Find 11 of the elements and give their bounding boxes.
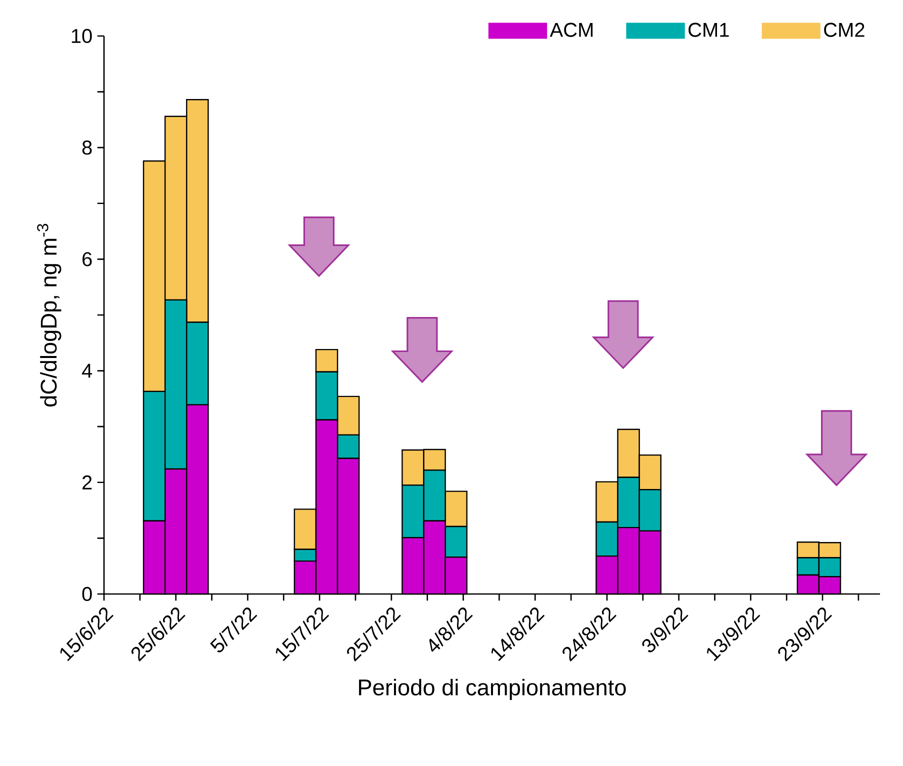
y-tick-label: 6 <box>82 252 92 266</box>
legend-label: ACM <box>550 22 593 37</box>
x-axis-title: Periodo di campionamento <box>359 678 626 700</box>
y-tick-label: 4 <box>82 364 92 378</box>
y-tick-label: 2 <box>82 475 92 490</box>
legend-label: CM1 <box>688 22 729 37</box>
legend-label: CM2 <box>824 22 864 37</box>
y-tick-label: 10 <box>72 28 92 44</box>
y-axis-title: dC/dlogDp, ng m$^{-3}$ <box>37 224 62 406</box>
y-tick-label: 8 <box>82 140 92 155</box>
y-tick-label: 0 <box>82 586 92 602</box>
